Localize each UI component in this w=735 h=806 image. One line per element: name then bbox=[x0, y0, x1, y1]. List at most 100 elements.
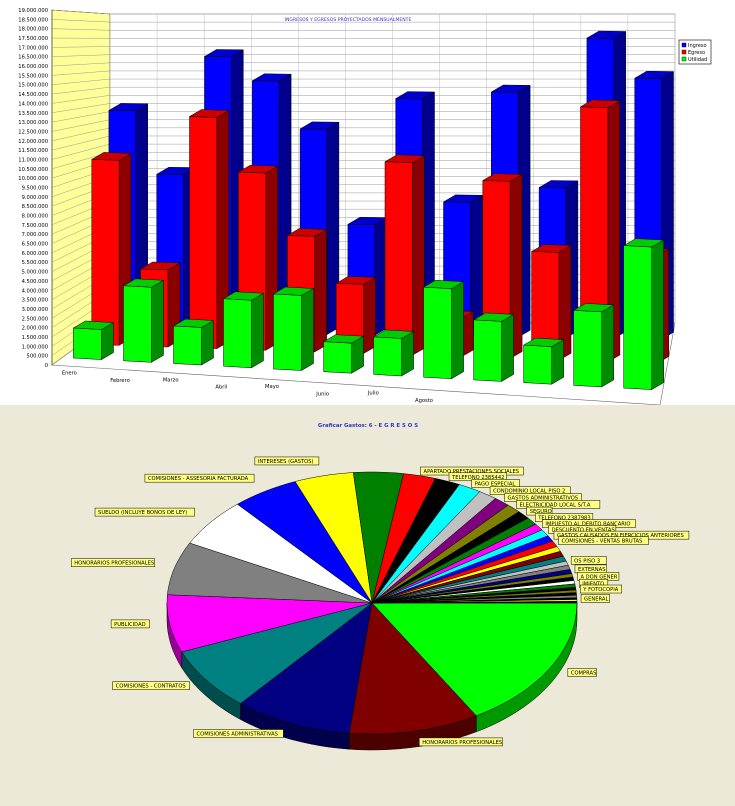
bar-side bbox=[152, 280, 164, 362]
y-tick-label: 17.000.000 bbox=[18, 45, 48, 51]
y-tick-label: 5.500.000 bbox=[22, 260, 48, 266]
x-tick-label: Agosto bbox=[415, 398, 433, 404]
y-tick-label: 18.500.000 bbox=[18, 17, 48, 23]
pie-label-text: SUELDO (INCLUYE BONOS DE LEY) bbox=[98, 510, 187, 516]
y-tick-label: 18.000.000 bbox=[18, 27, 48, 33]
pie-label-text: EXTERNAS bbox=[578, 567, 606, 573]
pie-label: SUELDO (INCLUYE BONOS DE LEY) bbox=[95, 508, 194, 516]
pie-label-text: COMISIONES - VENTAS BRUTAS bbox=[562, 539, 643, 545]
y-tick-label: 16.000.000 bbox=[18, 64, 48, 70]
bar-chart-title: INGRESOS Y EGRESOS PROYECTADOS MENSUALME… bbox=[285, 17, 412, 23]
y-tick-label: 2.500.000 bbox=[22, 316, 48, 322]
y-tick-label: 4.000.000 bbox=[22, 288, 48, 294]
bar-side bbox=[552, 340, 564, 385]
y-tick-label: 8.000.000 bbox=[22, 214, 48, 220]
y-tick-label: 11.500.000 bbox=[18, 148, 48, 154]
y-tick-label: 1.000.000 bbox=[22, 344, 48, 350]
pie-label: COMISIONES - CONTRATOS bbox=[113, 682, 190, 690]
bar-side bbox=[302, 289, 314, 371]
bar-side bbox=[202, 321, 214, 366]
x-tick-label: Junio bbox=[315, 391, 329, 397]
pie-chart: Graficar Gastos: 6 - E G R E S O S COMPRA… bbox=[0, 405, 735, 802]
bar bbox=[374, 337, 402, 376]
y-tick-label: 10.500.000 bbox=[18, 167, 48, 173]
y-tick-label: 15.500.000 bbox=[18, 73, 48, 79]
pie-label: GENERAL bbox=[581, 594, 610, 602]
pie-label: PAGO ESPECIAL bbox=[472, 480, 520, 488]
x-tick-label: Febrero bbox=[110, 378, 130, 384]
legend-swatch bbox=[682, 50, 686, 54]
y-tick-label: 4.500.000 bbox=[22, 279, 48, 285]
legend-label: Utilidad bbox=[688, 57, 707, 63]
pie-label: INTERESES (GASTOS) bbox=[255, 457, 319, 465]
y-tick-label: 9.500.000 bbox=[22, 186, 48, 192]
bar bbox=[474, 320, 502, 382]
pie-label: PUBLICIDAD bbox=[111, 620, 149, 628]
y-tick-label: 5.000.000 bbox=[22, 270, 48, 276]
pie-label-text: COMISIONES - CONTRATOS bbox=[116, 684, 186, 690]
y-tick-label: 6.000.000 bbox=[22, 251, 48, 257]
pie-label: COMISIONES - VENTAS BRUTAS bbox=[559, 537, 649, 545]
bar-side bbox=[502, 314, 514, 381]
pie-label-text: COMPRAS bbox=[571, 670, 597, 676]
y-tick-label: 10.000.000 bbox=[18, 176, 48, 182]
y-tick-label: 16.500.000 bbox=[18, 55, 48, 61]
legend-swatch bbox=[682, 43, 686, 47]
bar bbox=[190, 117, 217, 349]
y-tick-label: 11.000.000 bbox=[18, 157, 48, 163]
bar bbox=[174, 326, 202, 365]
bar-side bbox=[652, 240, 664, 390]
pie-label-text: GENERAL bbox=[584, 596, 608, 602]
y-tick-label: 2.000.000 bbox=[22, 326, 48, 332]
x-tick-label: Mayo bbox=[265, 384, 279, 390]
pie-label: Y FOTOCOPIA bbox=[580, 585, 621, 593]
bar-chart: 0500.0001.000.0001.500.0002.000.0002.500… bbox=[0, 0, 735, 405]
y-tick-label: 12.500.000 bbox=[18, 129, 48, 135]
pie-label-text: HONORARIOS PROFESIONALES bbox=[422, 740, 502, 746]
bar bbox=[92, 159, 119, 345]
y-tick-label: 3.500.000 bbox=[22, 298, 48, 304]
bar bbox=[73, 328, 101, 360]
pie-label-text: OS PISO 3 bbox=[574, 558, 600, 564]
y-tick-label: 8.500.000 bbox=[22, 204, 48, 210]
legend-label: Egreso bbox=[688, 50, 705, 56]
pie-label: OS PISO 3 bbox=[571, 556, 606, 564]
pie-label-text: COMISIONES ADMINISTRATIVAS bbox=[197, 732, 278, 738]
y-tick-label: 13.000.000 bbox=[18, 120, 48, 126]
pie-label: COMISIONES - ASSESORIA FACTURADA bbox=[145, 474, 254, 482]
bar-side bbox=[452, 282, 464, 379]
bar bbox=[274, 294, 302, 371]
x-tick-label: Abril bbox=[215, 385, 227, 391]
bar bbox=[385, 162, 412, 356]
bar-side bbox=[412, 156, 424, 356]
pie-label: COMISIONES ADMINISTRATIVAS bbox=[194, 730, 284, 738]
bar-side bbox=[602, 305, 614, 387]
x-tick-label: Enero bbox=[62, 371, 77, 377]
y-tick-label: 7.000.000 bbox=[22, 232, 48, 238]
bar-side bbox=[252, 293, 264, 368]
bar bbox=[574, 310, 602, 387]
pie-label-text: Y FOTOCOPIA bbox=[582, 587, 618, 593]
y-tick-label: 13.500.000 bbox=[18, 111, 48, 117]
legend-label: Ingreso bbox=[688, 43, 707, 49]
bar bbox=[524, 345, 552, 384]
bar bbox=[624, 246, 652, 390]
y-tick-label: 0 bbox=[45, 363, 48, 369]
pie-label-text: HONORARIOS PROFESIONALES bbox=[74, 561, 154, 567]
x-tick-label: Julio bbox=[367, 391, 379, 397]
pie-label-text: PUBLICIDAD bbox=[114, 622, 146, 628]
y-tick-label: 7.500.000 bbox=[22, 223, 48, 229]
bar-side bbox=[402, 332, 414, 377]
y-tick-label: 9.000.000 bbox=[22, 195, 48, 201]
bar bbox=[424, 287, 452, 379]
pie-chart-title: Graficar Gastos: 6 - E G R E S O S bbox=[318, 423, 418, 429]
y-tick-label: 3.000.000 bbox=[22, 307, 48, 313]
y-tick-label: 17.500.000 bbox=[18, 36, 48, 42]
y-tick-label: 14.000.000 bbox=[18, 101, 48, 107]
pie-label: HONORARIOS PROFESIONALES bbox=[71, 559, 154, 567]
pie-label-text: INTERESES (GASTOS) bbox=[258, 459, 314, 465]
legend-swatch bbox=[682, 57, 686, 61]
bar-side bbox=[315, 229, 327, 352]
